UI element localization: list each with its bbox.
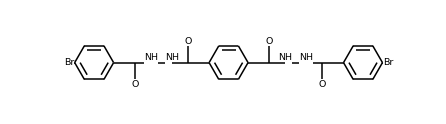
Text: O: O [184, 37, 191, 46]
Text: NH: NH [299, 53, 313, 62]
Text: O: O [318, 80, 326, 89]
Text: NH: NH [144, 53, 158, 62]
Text: Br: Br [64, 58, 74, 67]
Text: O: O [131, 80, 139, 89]
Text: NH: NH [278, 53, 293, 62]
Text: Br: Br [383, 58, 393, 67]
Text: NH: NH [165, 53, 179, 62]
Text: O: O [266, 37, 273, 46]
